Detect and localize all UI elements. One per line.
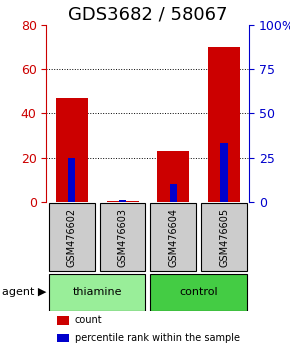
FancyBboxPatch shape <box>151 204 196 272</box>
Title: GDS3682 / 58067: GDS3682 / 58067 <box>68 5 228 23</box>
Bar <box>119 200 126 202</box>
Bar <box>57 334 69 342</box>
Bar <box>68 158 75 202</box>
FancyBboxPatch shape <box>100 204 145 272</box>
Bar <box>220 143 228 202</box>
Bar <box>170 184 177 202</box>
FancyBboxPatch shape <box>201 204 247 272</box>
FancyBboxPatch shape <box>49 204 95 272</box>
Text: percentile rank within the sample: percentile rank within the sample <box>75 333 240 343</box>
Text: control: control <box>179 287 218 297</box>
Text: agent ▶: agent ▶ <box>2 287 46 297</box>
FancyBboxPatch shape <box>49 274 145 311</box>
Text: GSM476604: GSM476604 <box>168 208 178 267</box>
Bar <box>56 98 88 202</box>
Text: count: count <box>75 315 102 325</box>
FancyBboxPatch shape <box>151 274 247 311</box>
Bar <box>208 47 240 202</box>
Text: GSM476605: GSM476605 <box>219 208 229 267</box>
Bar <box>106 201 139 202</box>
Bar <box>57 316 69 325</box>
Text: GSM476603: GSM476603 <box>117 208 128 267</box>
Text: GSM476602: GSM476602 <box>67 208 77 267</box>
Bar <box>157 151 189 202</box>
Text: thiamine: thiamine <box>72 287 122 297</box>
